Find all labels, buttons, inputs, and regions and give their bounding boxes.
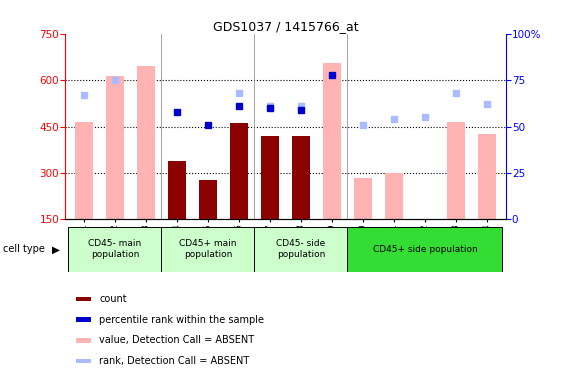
Text: ▶: ▶ — [52, 244, 60, 254]
Text: CD45- side
population: CD45- side population — [276, 239, 325, 260]
Title: GDS1037 / 1415766_at: GDS1037 / 1415766_at — [212, 20, 358, 33]
Text: CD45+ side population: CD45+ side population — [373, 245, 477, 254]
Bar — [76, 359, 91, 363]
Bar — [106, 75, 124, 219]
Bar — [323, 63, 341, 219]
Text: CD45+ main
population: CD45+ main population — [179, 239, 237, 260]
Bar — [385, 173, 403, 219]
Bar — [354, 178, 372, 219]
Text: rank, Detection Call = ABSENT: rank, Detection Call = ABSENT — [99, 356, 249, 366]
Bar — [74, 122, 93, 219]
Text: CD45- main
population: CD45- main population — [88, 239, 141, 260]
Bar — [199, 180, 217, 219]
Text: count: count — [99, 294, 127, 304]
Bar — [291, 136, 310, 219]
Bar — [76, 338, 91, 342]
Text: cell type: cell type — [3, 244, 45, 254]
Bar — [254, 227, 348, 272]
Bar — [161, 227, 254, 272]
Bar — [68, 227, 161, 272]
Bar — [478, 134, 496, 219]
Bar — [137, 66, 155, 219]
Bar — [229, 123, 248, 219]
Bar — [446, 122, 465, 219]
Bar — [168, 160, 186, 219]
Text: value, Detection Call = ABSENT: value, Detection Call = ABSENT — [99, 335, 254, 345]
Bar — [76, 318, 91, 322]
Bar — [76, 297, 91, 301]
Bar — [261, 136, 279, 219]
Bar — [348, 227, 503, 272]
Text: percentile rank within the sample: percentile rank within the sample — [99, 315, 264, 325]
